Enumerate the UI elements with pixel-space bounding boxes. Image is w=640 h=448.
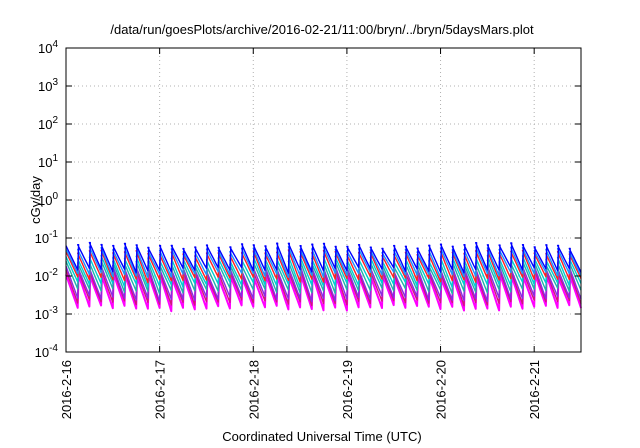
series-line [65,241,582,274]
x-tick-label: 2016-2-20 [434,360,449,419]
x-axis-label: Coordinated Universal Time (UTC) [222,429,421,444]
y-tick-label: 100 [38,191,58,208]
y-tick-label: 101 [38,153,58,170]
x-tick-label: 2016-2-21 [527,360,542,419]
y-tick-label: 10-4 [35,343,59,360]
x-tick-label: 2016-2-17 [153,360,168,419]
axes: 10-4 10-3 10-2 10-1 100 101 102 103 104 2016-2-16… [35,39,582,419]
chart-title: /data/run/goesPlots/archive/2016-02-21/1… [110,22,534,37]
y-tick-label: 103 [38,77,58,94]
y-tick-label: 10-1 [35,229,59,246]
x-tick-label: 2016-2-16 [59,360,74,419]
y-tick-label: 104 [38,39,58,56]
y-tick-label: 10-2 [35,267,59,284]
y-tick-label: 10-3 [35,305,59,322]
y-tick-label: 102 [38,115,58,132]
x-tick-label: 2016-2-19 [340,360,355,419]
plot-frame [65,47,582,353]
series-lines [65,241,582,313]
y-axis-label: cGy/day [28,176,43,224]
x-tick-label: 2016-2-18 [246,360,261,419]
